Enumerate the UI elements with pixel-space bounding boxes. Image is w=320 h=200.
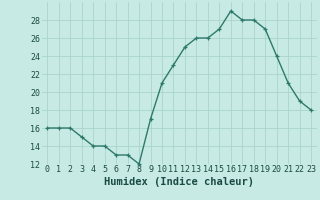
X-axis label: Humidex (Indice chaleur): Humidex (Indice chaleur) — [104, 177, 254, 187]
